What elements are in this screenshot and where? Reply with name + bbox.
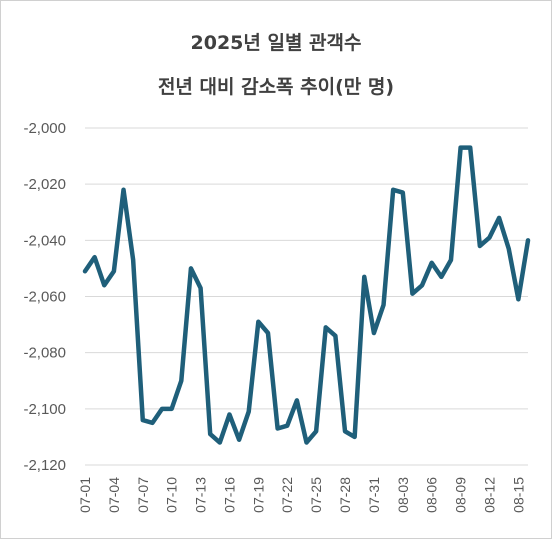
x-tick-label: 08-15: [510, 477, 526, 513]
x-tick-label: 08-09: [453, 477, 469, 513]
y-tick-label: -2,020: [23, 176, 66, 193]
x-tick-label: 08-12: [481, 477, 497, 513]
x-tick-label: 07-25: [308, 477, 324, 513]
x-tick-label: 07-01: [77, 477, 93, 513]
x-tick-label: 08-03: [395, 477, 411, 513]
gridlines: [85, 127, 528, 466]
y-tick-label: -2,000: [23, 120, 66, 137]
y-tick-label: -2,120: [23, 457, 66, 474]
x-tick-label: 07-31: [366, 477, 382, 513]
x-tick-label: 07-04: [106, 477, 122, 513]
x-tick-label: 07-22: [279, 477, 295, 513]
y-tick-label: -2,100: [23, 401, 66, 418]
y-tick-label: -2,080: [23, 345, 66, 362]
y-tick-label: -2,060: [23, 289, 66, 306]
chart-subtitle: 전년 대비 감소폭 추이(만 명): [157, 76, 395, 98]
series-layer: [82, 145, 531, 445]
x-tick-label: 07-16: [221, 477, 237, 513]
x-tick-label: 07-07: [135, 477, 151, 513]
x-tick-label: 07-13: [193, 477, 209, 513]
chart-title: 2025년 일별 관객수: [190, 32, 362, 54]
y-axis-ticks: -2,000 -2,020 -2,040 -2,060 -2,080 -2,100 -2,1…: [23, 120, 66, 474]
x-tick-label: 08-06: [424, 477, 440, 513]
x-tick-label: 07-10: [164, 477, 180, 513]
series-line: [82, 145, 531, 445]
x-tick-label: 07-19: [250, 477, 266, 513]
x-tick-label: 07-28: [337, 477, 353, 513]
y-tick-label: -2,040: [23, 232, 66, 249]
x-axis-ticks: 07-01 07-04 07-07 07-10 07-13 07-16 07-19 07-22…: [77, 477, 526, 513]
